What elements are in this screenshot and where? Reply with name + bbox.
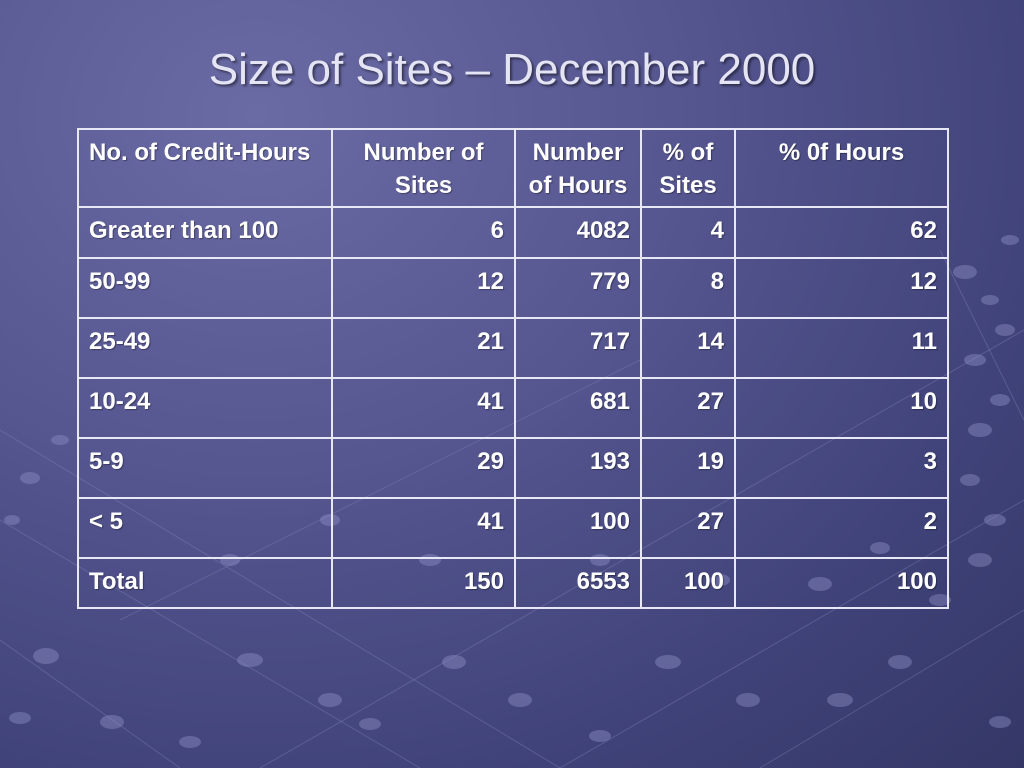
cell-percent-of-sites: 4 <box>640 206 736 259</box>
cell-percent-of-sites: 14 <box>640 317 736 379</box>
cell-percent-of-sites: 8 <box>640 257 736 319</box>
cell-percent-of-hours: 3 <box>734 437 949 499</box>
cell-credit-hours: 50-99 <box>77 257 333 319</box>
cell-percent-of-sites: 27 <box>640 377 736 439</box>
cell-percent-of-sites: 100 <box>640 557 736 609</box>
header-credit-hours: No. of Credit-Hours <box>77 128 333 208</box>
table-row: 25-49 21 717 14 11 <box>77 317 949 379</box>
cell-credit-hours: Greater than 100 <box>77 206 333 259</box>
credit-hours-table: No. of Credit-Hours Number of Sites Numb… <box>77 128 949 609</box>
table-row: 10-24 41 681 27 10 <box>77 377 949 439</box>
cell-percent-of-hours: 62 <box>734 206 949 259</box>
table-header-row: No. of Credit-Hours Number of Sites Numb… <box>77 128 949 208</box>
table-row: 5-9 29 193 19 3 <box>77 437 949 499</box>
cell-percent-of-hours: 12 <box>734 257 949 319</box>
cell-percent-of-hours: 100 <box>734 557 949 609</box>
cell-number-of-sites: 41 <box>331 497 516 559</box>
cell-number-of-sites: 29 <box>331 437 516 499</box>
cell-number-of-sites: 41 <box>331 377 516 439</box>
cell-number-of-sites: 21 <box>331 317 516 379</box>
header-number-of-hours: Number of Hours <box>514 128 642 208</box>
cell-number-of-sites: 6 <box>331 206 516 259</box>
header-number-of-sites: Number of Sites <box>331 128 516 208</box>
cell-percent-of-hours: 11 <box>734 317 949 379</box>
cell-percent-of-sites: 19 <box>640 437 736 499</box>
cell-number-of-hours: 193 <box>514 437 642 499</box>
table-row: < 5 41 100 27 2 <box>77 497 949 559</box>
cell-credit-hours: 25-49 <box>77 317 333 379</box>
table-total-row: Total 150 6553 100 100 <box>77 557 949 609</box>
cell-percent-of-sites: 27 <box>640 497 736 559</box>
table-row: Greater than 100 6 4082 4 62 <box>77 206 949 259</box>
cell-number-of-hours: 717 <box>514 317 642 379</box>
header-percent-of-sites: % of Sites <box>640 128 736 208</box>
cell-number-of-sites: 150 <box>331 557 516 609</box>
slide-title: Size of Sites – December 2000 <box>208 45 816 94</box>
cell-number-of-hours: 6553 <box>514 557 642 609</box>
table-row: 50-99 12 779 8 12 <box>77 257 949 319</box>
header-percent-of-hours: % 0f Hours <box>734 128 949 208</box>
cell-percent-of-hours: 2 <box>734 497 949 559</box>
cell-number-of-sites: 12 <box>331 257 516 319</box>
cell-credit-hours: 5-9 <box>77 437 333 499</box>
cell-percent-of-hours: 10 <box>734 377 949 439</box>
cell-number-of-hours: 681 <box>514 377 642 439</box>
cell-credit-hours: 10-24 <box>77 377 333 439</box>
cell-number-of-hours: 779 <box>514 257 642 319</box>
cell-number-of-hours: 4082 <box>514 206 642 259</box>
cell-credit-hours: < 5 <box>77 497 333 559</box>
cell-credit-hours: Total <box>77 557 333 609</box>
cell-number-of-hours: 100 <box>514 497 642 559</box>
